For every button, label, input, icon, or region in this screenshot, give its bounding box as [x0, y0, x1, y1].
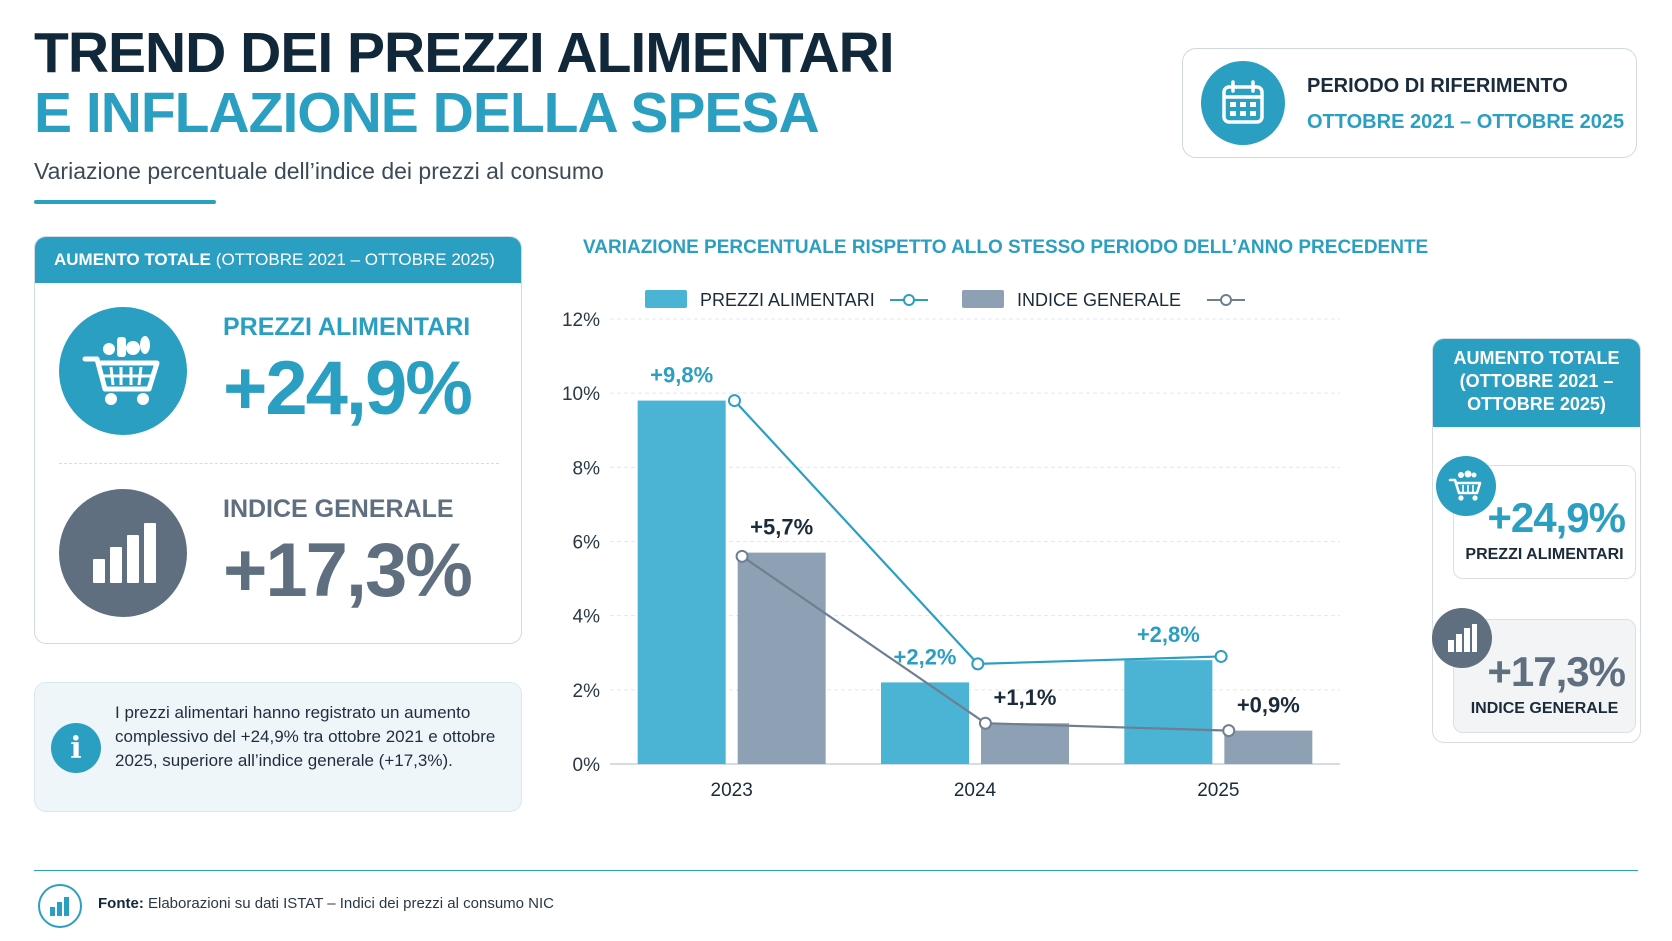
y-tick-label: 12%	[562, 310, 600, 331]
legend-marker	[903, 294, 915, 306]
y-tick-label: 4%	[573, 607, 601, 628]
data-label: +5,7%	[750, 515, 813, 540]
x-tick-label: 2025	[1197, 780, 1239, 801]
footer-divider	[34, 870, 1638, 871]
line-marker	[727, 394, 741, 408]
chart-title: VARIAZIONE PERCENTUALE RISPETTO ALLO STE…	[583, 237, 1429, 258]
card-divider	[59, 463, 499, 464]
side-general-value: +17,3%	[1487, 648, 1626, 695]
data-label: +2,8%	[1137, 622, 1200, 647]
data-label: +1,1%	[994, 685, 1057, 710]
y-tick-label: 8%	[573, 458, 601, 479]
line-marker	[971, 657, 985, 671]
period-value: OTTOBRE 2021 – OTTOBRE 2025	[1307, 111, 1625, 133]
legend-marker	[1220, 294, 1232, 306]
bar-food	[1124, 660, 1213, 764]
info-icon: i	[51, 723, 101, 773]
bar-general	[737, 552, 826, 764]
side-total-card: AUMENTO TOTALE (OTTOBRE 2021 – OTTOBRE 2…	[1432, 338, 1641, 743]
legend-label: PREZZI ALIMENTARI	[700, 290, 875, 310]
yoy-bar-line-chart: PREZZI ALIMENTARI INDICE GENERALE 0% 2% 4% 6…	[562, 290, 1340, 801]
shopping-cart-icon	[59, 307, 187, 435]
side-food-label: PREZZI ALIMENTARI	[1465, 546, 1624, 563]
x-tick-label: 2024	[954, 780, 997, 801]
bar-food	[637, 400, 726, 764]
footer-source-label: Fonte:	[98, 895, 144, 912]
legend-swatch	[645, 290, 687, 308]
y-tick-label: 2%	[573, 681, 601, 702]
general-index-value: +17,3%	[223, 528, 473, 613]
footer-source: Fonte: Elaborazioni su dati ISTAT – Indi…	[98, 895, 554, 912]
footer-source-text: Elaborazioni su dati ISTAT – Indici dei …	[148, 895, 555, 912]
info-note-text: I prezzi alimentari hanno registrato un …	[115, 703, 496, 770]
bar-chart-icon	[38, 884, 82, 928]
line-marker	[735, 549, 749, 563]
bar-chart-icon	[59, 489, 187, 617]
bar-chart-icon	[1432, 608, 1492, 668]
side-food-value: +24,9%	[1487, 494, 1626, 541]
total-card-header: AUMENTO TOTALE (OTTOBRE 2021 – OTTOBRE 2…	[35, 237, 521, 283]
calendar-icon	[1201, 61, 1285, 145]
side-general-label: INDICE GENERALE	[1470, 700, 1619, 717]
bar-general	[981, 723, 1069, 764]
y-tick-label: 10%	[562, 384, 600, 405]
info-note-card: i I prezzi alimentari hanno registrato u…	[34, 682, 522, 812]
page-subtitle: Variazione percentuale dell’indice dei p…	[34, 158, 604, 184]
legend-swatch	[962, 290, 1004, 308]
title-underline	[34, 200, 216, 204]
line-marker	[1214, 649, 1228, 663]
bar-general	[1224, 730, 1313, 764]
page-title-line-2: E INFLAZIONE DELLA SPESA	[34, 81, 820, 145]
line-marker	[1222, 724, 1236, 738]
x-tick-label: 2023	[711, 780, 753, 801]
period-label: PERIODO DI RIFERIMENTO	[1307, 75, 1568, 97]
total-card-header-period: (OTTOBRE 2021 – OTTOBRE 2025)	[215, 250, 495, 269]
food-prices-value: +24,9%	[223, 346, 473, 431]
y-tick-label: 0%	[573, 755, 601, 776]
food-prices-label: PREZZI ALIMENTARI	[223, 313, 471, 341]
shopping-cart-icon	[1436, 456, 1496, 516]
bar-food	[881, 682, 969, 764]
line-marker	[978, 716, 992, 730]
y-tick-label: 6%	[573, 533, 601, 554]
total-increase-card: AUMENTO TOTALE (OTTOBRE 2021 – OTTOBRE 2…	[34, 236, 522, 644]
side-card-header: AUMENTO TOTALE (OTTOBRE 2021 – OTTOBRE 2…	[1433, 339, 1640, 427]
data-label: +2,2%	[894, 644, 957, 669]
legend-label: INDICE GENERALE	[1017, 290, 1181, 310]
data-label: +0,9%	[1237, 693, 1300, 718]
page-title-line-1: TREND DEI PREZZI ALIMENTARI	[34, 21, 895, 85]
period-card: PERIODO DI RIFERIMENTO OTTOBRE 2021 – OT…	[1182, 48, 1637, 158]
total-card-header-label: AUMENTO TOTALE	[54, 250, 211, 269]
general-index-label: INDICE GENERALE	[223, 495, 454, 523]
data-label: +9,8%	[650, 363, 713, 388]
